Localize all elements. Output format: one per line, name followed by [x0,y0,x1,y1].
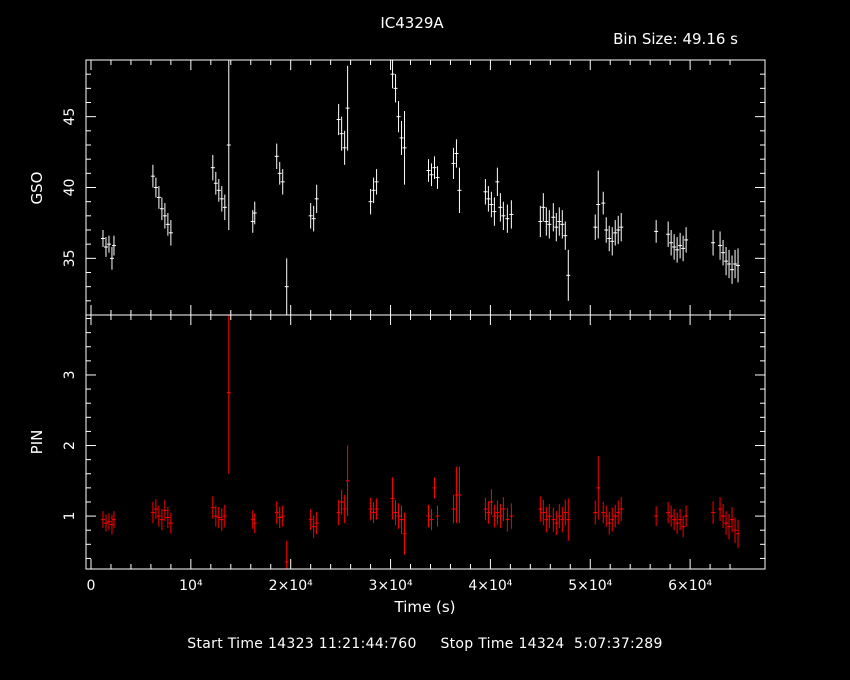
gso-y-tick-label: 40 [62,179,78,197]
pin-y-tick-label: 3 [62,371,78,380]
pin-axis-ticks: 1 2 3 0 10⁴ 2×10⁴ 3×10⁴ 4×10⁴ 5×10⁴ 6×10⁴ [62,315,765,594]
gso-panel-frame [85,59,766,316]
gso-panel: 35 40 45 GSO [28,59,766,316]
pin-panel-frame [85,314,766,570]
gso-data-points [100,60,741,315]
time-x-tick-label: 4×10⁴ [468,578,512,594]
time-x-tick-label: 10⁴ [179,578,203,594]
start-time-value: 14323 11:21:44:760 [267,636,417,652]
pin-y-tick-label: 1 [62,512,78,521]
time-x-tick-label: 5×10⁴ [568,578,612,594]
chart-title: IC4329A [380,14,444,32]
gso-axis-ticks: 35 40 45 [62,59,765,316]
stop-time-value: 14324 5:07:37:289 [518,636,663,652]
time-axis-title: Time (s) [394,598,456,616]
time-range-footer: Start Time 14323 11:21:44:760 Stop Time … [0,636,850,652]
gso-y-tick-label: 35 [62,249,78,267]
stop-time-label: Stop Time [440,636,514,652]
gso-axis-title: GSO [28,172,46,205]
pin-axis-title: PIN [28,430,46,455]
bin-size-label: Bin Size: 49.16 s [613,30,738,48]
time-x-tick-label: 0 [87,578,96,594]
pin-y-tick-label: 2 [62,441,78,450]
start-time-label: Start Time [187,636,264,652]
time-x-tick-label: 2×10⁴ [269,578,313,594]
pin-data-points [100,315,741,569]
pin-panel: 1 2 3 0 10⁴ 2×10⁴ 3×10⁴ 4×10⁴ 5×10⁴ 6×10⁴ PIN Tim… [28,314,766,616]
gso-y-tick-label: 45 [62,108,78,126]
time-x-tick-label: 3×10⁴ [369,578,413,594]
time-x-tick-label: 6×10⁴ [668,578,712,594]
